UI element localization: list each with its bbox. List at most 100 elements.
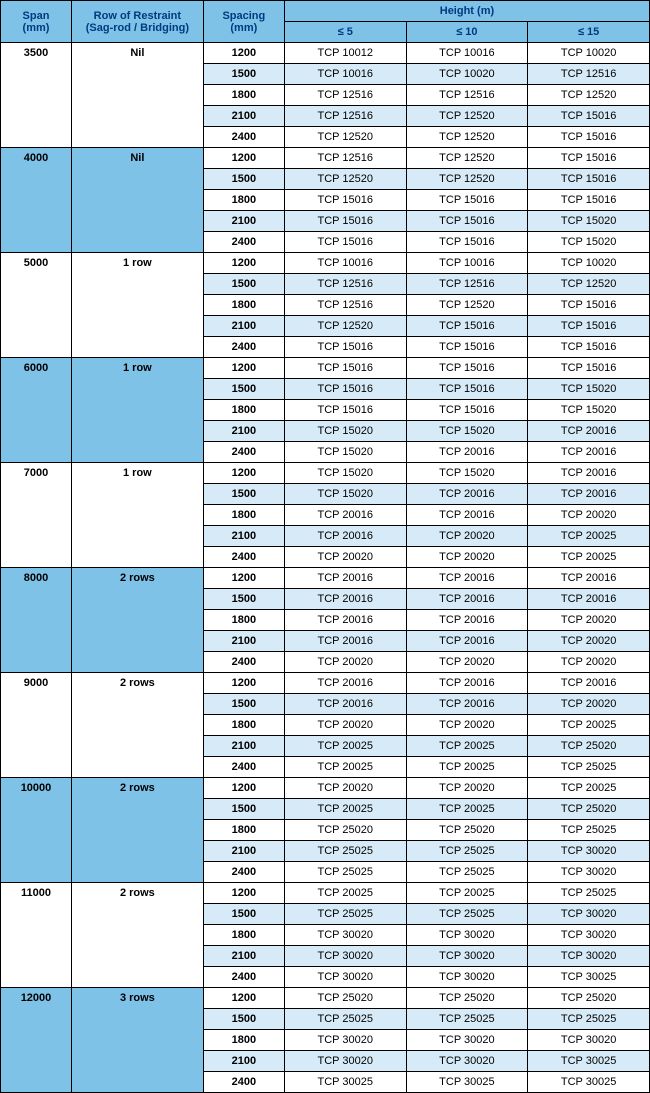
spacing-cell: 1200	[203, 463, 284, 484]
value-cell: TCP 25020	[284, 820, 406, 841]
value-cell: TCP 20025	[284, 799, 406, 820]
spacing-cell: 1800	[203, 400, 284, 421]
value-cell: TCP 15016	[284, 358, 406, 379]
value-cell: TCP 20016	[284, 631, 406, 652]
value-cell: TCP 15020	[528, 232, 650, 253]
value-cell: TCP 10016	[284, 64, 406, 85]
value-cell: TCP 30020	[284, 1030, 406, 1051]
table-row: 4000Nil1200TCP 12516TCP 12520TCP 15016	[1, 148, 650, 169]
value-cell: TCP 30020	[406, 967, 528, 988]
value-cell: TCP 15016	[528, 295, 650, 316]
value-cell: TCP 15020	[284, 421, 406, 442]
header-spacing: Spacing(mm)	[203, 1, 284, 43]
spacing-cell: 1500	[203, 694, 284, 715]
spacing-cell: 1800	[203, 85, 284, 106]
table-row: 100002 rows1200TCP 20020TCP 20020TCP 200…	[1, 778, 650, 799]
spacing-cell: 1500	[203, 799, 284, 820]
value-cell: TCP 12520	[406, 169, 528, 190]
value-cell: TCP 25025	[528, 757, 650, 778]
tcp-selection-table: Span(mm) Row of Restraint(Sag-rod / Brid…	[0, 0, 650, 1093]
span-cell: 8000	[1, 568, 72, 673]
value-cell: TCP 12520	[406, 106, 528, 127]
value-cell: TCP 20020	[406, 526, 528, 547]
value-cell: TCP 12516	[284, 295, 406, 316]
spacing-cell: 1200	[203, 148, 284, 169]
value-cell: TCP 15020	[284, 463, 406, 484]
value-cell: TCP 10020	[528, 253, 650, 274]
value-cell: TCP 20020	[528, 652, 650, 673]
restraint-cell: 3 rows	[71, 988, 203, 1093]
value-cell: TCP 30020	[406, 946, 528, 967]
spacing-cell: 1500	[203, 379, 284, 400]
spacing-cell: 1200	[203, 253, 284, 274]
value-cell: TCP 15020	[528, 400, 650, 421]
spacing-cell: 1800	[203, 610, 284, 631]
value-cell: TCP 20020	[284, 652, 406, 673]
spacing-cell: 1200	[203, 988, 284, 1009]
value-cell: TCP 20025	[284, 736, 406, 757]
value-cell: TCP 30025	[406, 1072, 528, 1093]
spacing-cell: 2400	[203, 967, 284, 988]
value-cell: TCP 25020	[528, 799, 650, 820]
spacing-cell: 1200	[203, 358, 284, 379]
value-cell: TCP 12520	[406, 127, 528, 148]
value-cell: TCP 12516	[406, 274, 528, 295]
value-cell: TCP 30025	[528, 1051, 650, 1072]
value-cell: TCP 20016	[528, 442, 650, 463]
spacing-cell: 2100	[203, 316, 284, 337]
value-cell: TCP 20016	[284, 505, 406, 526]
value-cell: TCP 25025	[406, 841, 528, 862]
value-cell: TCP 15016	[406, 316, 528, 337]
value-cell: TCP 30020	[528, 925, 650, 946]
value-cell: TCP 12520	[284, 127, 406, 148]
spacing-cell: 2400	[203, 1072, 284, 1093]
value-cell: TCP 20020	[284, 715, 406, 736]
value-cell: TCP 20016	[406, 568, 528, 589]
value-cell: TCP 20016	[284, 673, 406, 694]
value-cell: TCP 20025	[528, 547, 650, 568]
value-cell: TCP 20016	[284, 589, 406, 610]
restraint-cell: 2 rows	[71, 568, 203, 673]
value-cell: TCP 20016	[284, 694, 406, 715]
spacing-cell: 1200	[203, 568, 284, 589]
spacing-cell: 1800	[203, 715, 284, 736]
value-cell: TCP 20016	[528, 484, 650, 505]
spacing-cell: 2100	[203, 526, 284, 547]
value-cell: TCP 10020	[406, 64, 528, 85]
value-cell: TCP 15020	[406, 463, 528, 484]
value-cell: TCP 15016	[284, 232, 406, 253]
value-cell: TCP 20016	[406, 694, 528, 715]
spacing-cell: 2400	[203, 232, 284, 253]
value-cell: TCP 30020	[406, 1030, 528, 1051]
table-row: 3500Nil1200TCP 10012TCP 10016TCP 10020	[1, 43, 650, 64]
table-row: 70001 row1200TCP 15020TCP 15020TCP 20016	[1, 463, 650, 484]
restraint-cell: 2 rows	[71, 673, 203, 778]
spacing-cell: 1500	[203, 64, 284, 85]
value-cell: TCP 20016	[528, 421, 650, 442]
value-cell: TCP 15016	[406, 232, 528, 253]
value-cell: TCP 20016	[284, 526, 406, 547]
spacing-cell: 1500	[203, 589, 284, 610]
value-cell: TCP 25025	[284, 1009, 406, 1030]
value-cell: TCP 30025	[528, 1072, 650, 1093]
value-cell: TCP 15016	[528, 358, 650, 379]
value-cell: TCP 30020	[528, 946, 650, 967]
value-cell: TCP 15016	[406, 358, 528, 379]
value-cell: TCP 20020	[284, 778, 406, 799]
value-cell: TCP 15016	[284, 211, 406, 232]
value-cell: TCP 20020	[284, 547, 406, 568]
value-cell: TCP 15016	[406, 400, 528, 421]
value-cell: TCP 12516	[528, 64, 650, 85]
header-h5: ≤ 5	[284, 22, 406, 43]
value-cell: TCP 20016	[406, 610, 528, 631]
value-cell: TCP 20020	[528, 505, 650, 526]
value-cell: TCP 25025	[284, 862, 406, 883]
value-cell: TCP 20025	[406, 883, 528, 904]
value-cell: TCP 20016	[406, 631, 528, 652]
value-cell: TCP 15016	[284, 400, 406, 421]
table-body: 3500Nil1200TCP 10012TCP 10016TCP 1002015…	[1, 43, 650, 1093]
spacing-cell: 2400	[203, 127, 284, 148]
value-cell: TCP 15020	[528, 379, 650, 400]
value-cell: TCP 10012	[284, 43, 406, 64]
table-row: 80002 rows1200TCP 20016TCP 20016TCP 2001…	[1, 568, 650, 589]
